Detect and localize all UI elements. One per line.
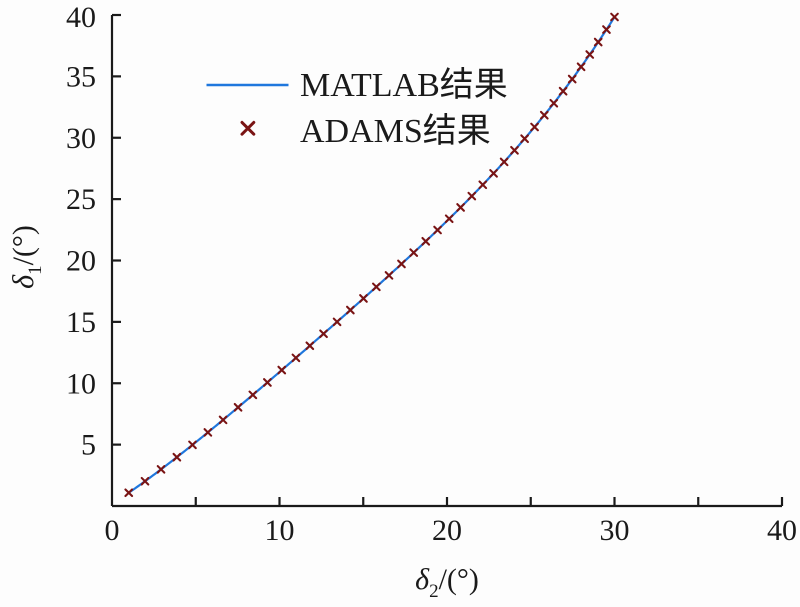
svg-text:40: 40 xyxy=(767,514,797,547)
svg-text:15: 15 xyxy=(66,306,96,339)
svg-text:20: 20 xyxy=(432,514,462,547)
svg-text:10: 10 xyxy=(66,367,96,400)
svg-text:25: 25 xyxy=(66,183,96,216)
svg-text:30: 30 xyxy=(66,122,96,155)
svg-text:5: 5 xyxy=(81,429,96,462)
svg-text:0: 0 xyxy=(105,514,120,547)
svg-text:ADAMS结果: ADAMS结果 xyxy=(300,112,491,150)
svg-text:30: 30 xyxy=(600,514,630,547)
svg-text:20: 20 xyxy=(66,245,96,278)
svg-text:10: 10 xyxy=(265,514,295,547)
svg-text:35: 35 xyxy=(66,60,96,93)
svg-text:MATLAB结果: MATLAB结果 xyxy=(300,66,508,104)
svg-text:40: 40 xyxy=(66,1,96,34)
